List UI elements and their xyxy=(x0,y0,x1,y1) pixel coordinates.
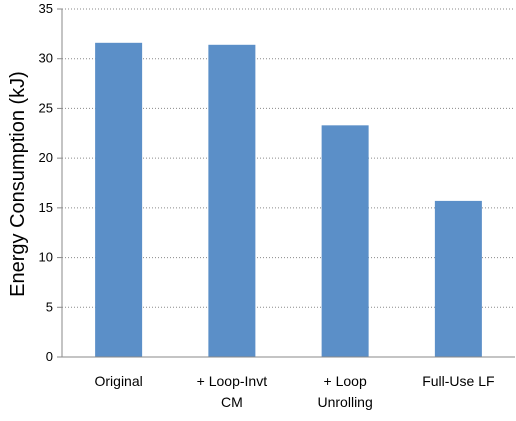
x-tick-label-line: Full-Use LF xyxy=(422,373,494,389)
y-axis-label: Energy Consumption (kJ) xyxy=(7,71,29,297)
x-tick-label: + Loop-Invt CM xyxy=(197,373,268,410)
x-tick-label: Full-Use LF xyxy=(422,373,494,389)
y-tick-label: 15 xyxy=(39,200,53,215)
x-tick-label: + Loop Unrolling xyxy=(318,373,373,410)
bar xyxy=(208,44,256,358)
x-tick-label-line: Original xyxy=(95,373,143,389)
x-tick-labels: Original + Loop-Invt CM + Loop Unrolling Full… xyxy=(95,373,495,410)
y-tick-label: 20 xyxy=(39,150,53,165)
x-tick-label-line: + Loop xyxy=(324,373,367,389)
y-tick-label: 25 xyxy=(39,100,53,115)
y-tick-label: 10 xyxy=(39,250,53,265)
x-tick-label-line: Unrolling xyxy=(318,394,373,410)
bar xyxy=(95,42,143,357)
bar xyxy=(321,125,369,358)
y-tick-label: 30 xyxy=(39,51,53,66)
x-tick-label-line: + Loop-Invt xyxy=(197,373,268,389)
bars xyxy=(95,42,482,358)
axes xyxy=(57,8,515,358)
y-tick-labels: 0 5 10 15 20 25 30 35 xyxy=(39,1,53,364)
x-tick-label-line: CM xyxy=(221,394,243,410)
bar xyxy=(434,200,482,357)
y-tick-label: 35 xyxy=(39,1,53,16)
y-tick-label: 5 xyxy=(46,299,53,314)
y-tick-label: 0 xyxy=(46,349,53,364)
x-tick-label: Original xyxy=(95,373,143,389)
